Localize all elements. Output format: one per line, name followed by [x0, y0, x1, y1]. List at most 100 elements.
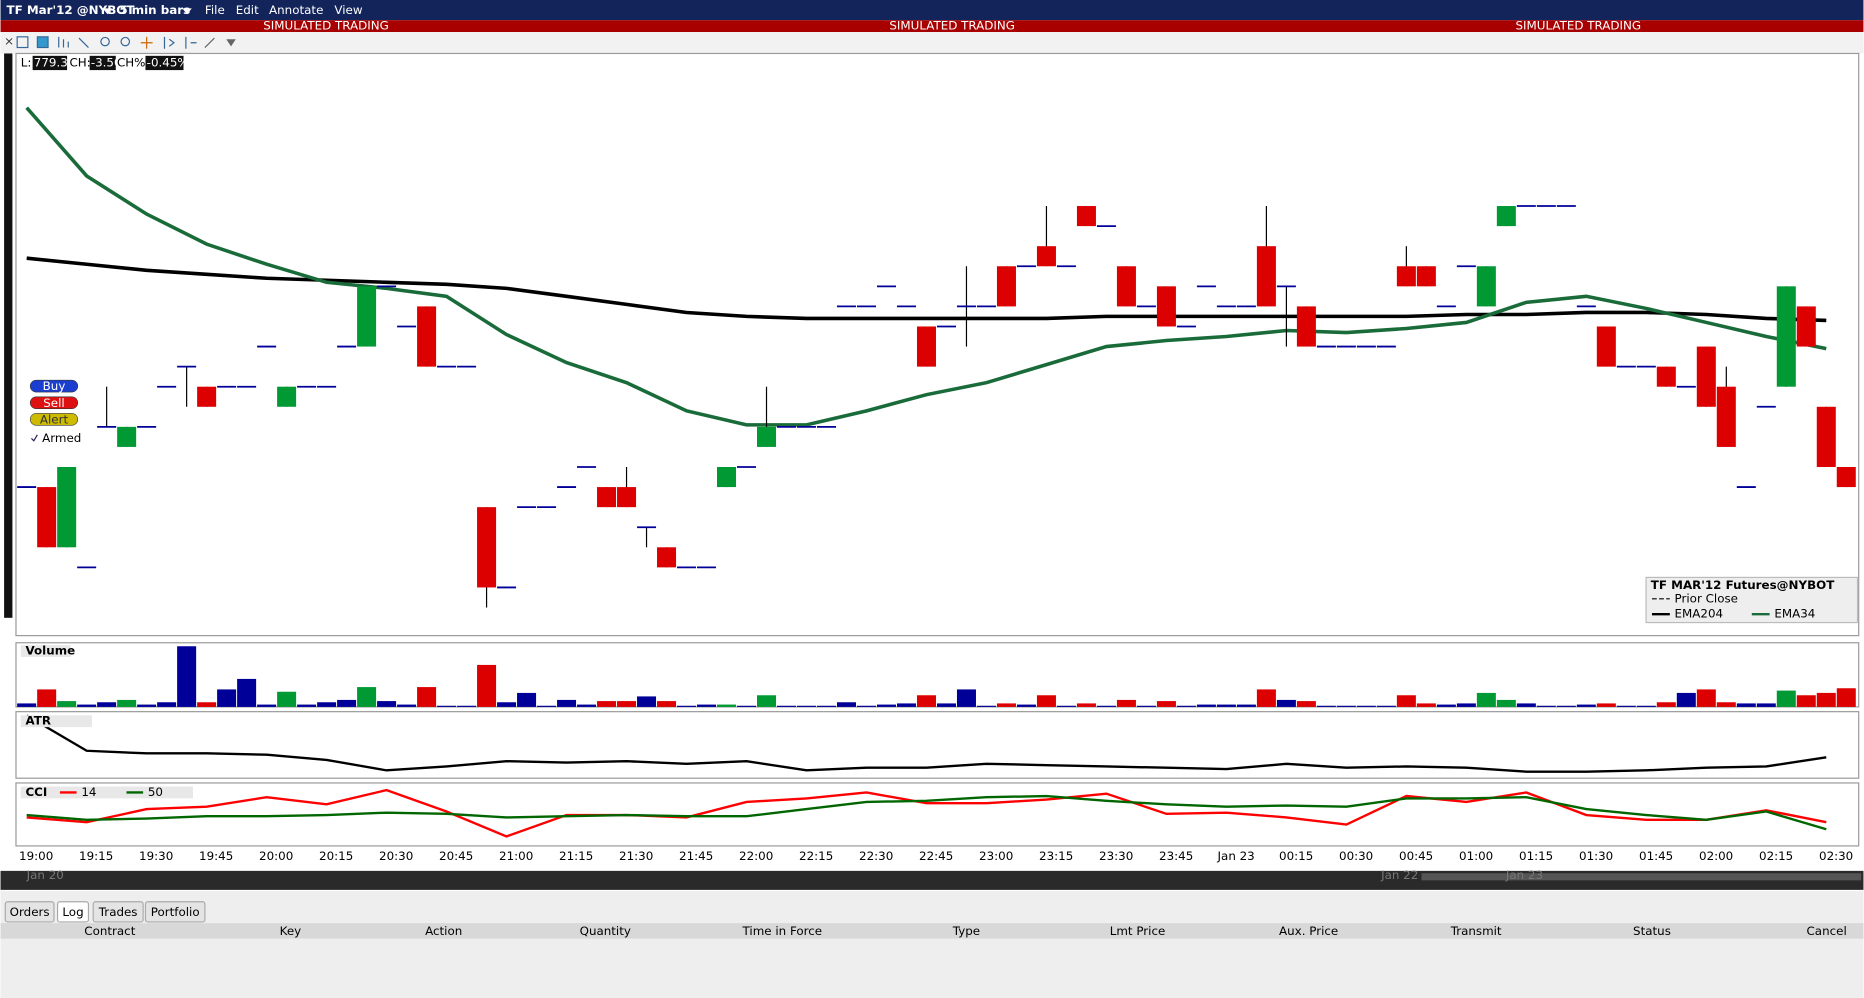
icon[interactable]	[185, 36, 197, 49]
candle-body	[597, 487, 617, 508]
x-tick-label: 21:45	[679, 849, 713, 863]
volume-bar	[157, 702, 177, 707]
volume-bar	[1276, 699, 1296, 707]
tab[interactable]	[144, 901, 206, 923]
order-button-label[interactable]: Buy	[43, 379, 66, 393]
volume-bar	[777, 705, 797, 707]
icon[interactable]	[100, 36, 110, 47]
x-tick-label: 01:45	[1639, 849, 1673, 863]
armed-label: Armed	[42, 431, 81, 445]
column-header: Key	[280, 924, 302, 938]
volume-bar	[876, 704, 896, 707]
time-scrollbar[interactable]	[0, 870, 1864, 890]
icon[interactable]	[58, 36, 69, 48]
tab-label[interactable]: Trades	[98, 905, 138, 919]
icon[interactable]	[163, 36, 175, 49]
column-header: Time in Force	[742, 924, 823, 938]
toolbar	[0, 32, 1864, 54]
x-tick-label: 19:00	[19, 849, 53, 863]
volume-bar	[1556, 705, 1576, 707]
volume-bar	[1676, 692, 1696, 707]
candle-body	[1076, 206, 1096, 227]
icon[interactable]	[204, 37, 215, 48]
armed-check[interactable]	[31, 434, 38, 442]
volume-bar	[1476, 692, 1496, 707]
column-header: Transmit	[1450, 924, 1502, 938]
close-x[interactable]: ×	[4, 34, 14, 48]
tab[interactable]	[4, 901, 55, 923]
tab[interactable]	[56, 901, 90, 923]
candle-body	[357, 286, 377, 347]
menu-item[interactable]: Annotate	[269, 3, 323, 17]
panel-title: Volume	[25, 644, 75, 658]
volume-bar	[1336, 705, 1356, 707]
order-button[interactable]	[29, 396, 79, 410]
candle-body	[477, 507, 497, 588]
icon[interactable]	[78, 37, 89, 48]
volume-bar	[57, 701, 77, 707]
x-tick-label: 23:15	[1039, 849, 1073, 863]
menu-item[interactable]: File	[205, 3, 225, 17]
icon[interactable]	[140, 36, 153, 49]
volume-bar	[1496, 699, 1516, 707]
icon[interactable]	[226, 39, 236, 47]
x-tick-label: 01:30	[1579, 849, 1613, 863]
icon[interactable]	[36, 36, 49, 49]
volume-bar	[1656, 702, 1676, 707]
candle-body	[1696, 346, 1716, 407]
x-tick-label: 22:45	[919, 849, 953, 863]
order-button[interactable]	[29, 379, 79, 393]
candle-body	[277, 386, 297, 407]
volume-bar	[1176, 705, 1196, 707]
icon[interactable]	[120, 36, 131, 47]
column-header: Cancel	[1807, 924, 1847, 938]
order-button-label[interactable]: Sell	[43, 396, 64, 410]
volume-bar	[1516, 703, 1536, 707]
candle-body	[1476, 266, 1496, 307]
tab-label[interactable]: Orders	[10, 905, 50, 919]
x-tick-label: 21:00	[499, 849, 533, 863]
scroll-date: Jan 22	[1380, 868, 1418, 882]
column-header: Status	[1633, 924, 1671, 938]
volume-bar	[37, 689, 57, 707]
scroll-thumb[interactable]	[1421, 873, 1862, 881]
tab[interactable]	[92, 901, 144, 923]
volume-bar	[1796, 695, 1816, 707]
volume-bar	[796, 705, 817, 707]
order-button-label[interactable]: Alert	[40, 412, 69, 426]
bar-size[interactable]: 5 min bars	[119, 3, 190, 17]
x-tick-label: 20:45	[439, 849, 473, 863]
dropdown-arrow[interactable]	[182, 8, 192, 15]
volume-bar	[257, 704, 277, 707]
legend-label: EMA34	[1774, 607, 1815, 621]
tab-label[interactable]: Log	[62, 905, 83, 919]
candle-body	[717, 467, 737, 488]
menu-item[interactable]: Edit	[236, 3, 259, 17]
x-tick-label: 02:15	[1759, 849, 1793, 863]
candle-body	[996, 266, 1016, 307]
candle-body	[197, 386, 217, 407]
volume-bar	[277, 691, 297, 707]
volume-bar	[137, 704, 157, 707]
menu-item[interactable]: View	[334, 3, 362, 17]
volume-bar	[856, 705, 876, 707]
candle-body	[916, 326, 936, 367]
volume-bar	[1576, 704, 1596, 707]
candle-body	[657, 547, 677, 568]
candle-body	[1036, 246, 1056, 267]
volume-bar	[1236, 704, 1256, 707]
order-button[interactable]	[29, 413, 79, 426]
icon[interactable]	[16, 36, 29, 49]
volume-bar	[1836, 688, 1856, 707]
volume-bar	[1396, 695, 1416, 707]
x-tick-label: 00:45	[1399, 849, 1433, 863]
volume-bar	[1096, 705, 1116, 707]
volume-bar	[237, 678, 257, 707]
column-header: Action	[425, 924, 462, 938]
x-tick-label: 00:30	[1339, 849, 1373, 863]
dropdown-arrow[interactable]	[102, 8, 113, 15]
volume-bar	[1016, 704, 1036, 707]
tab-label[interactable]: Portfolio	[151, 905, 200, 919]
symbol[interactable]: TF Mar'12 @NYBOT	[6, 3, 135, 17]
volume-bar	[77, 704, 97, 707]
